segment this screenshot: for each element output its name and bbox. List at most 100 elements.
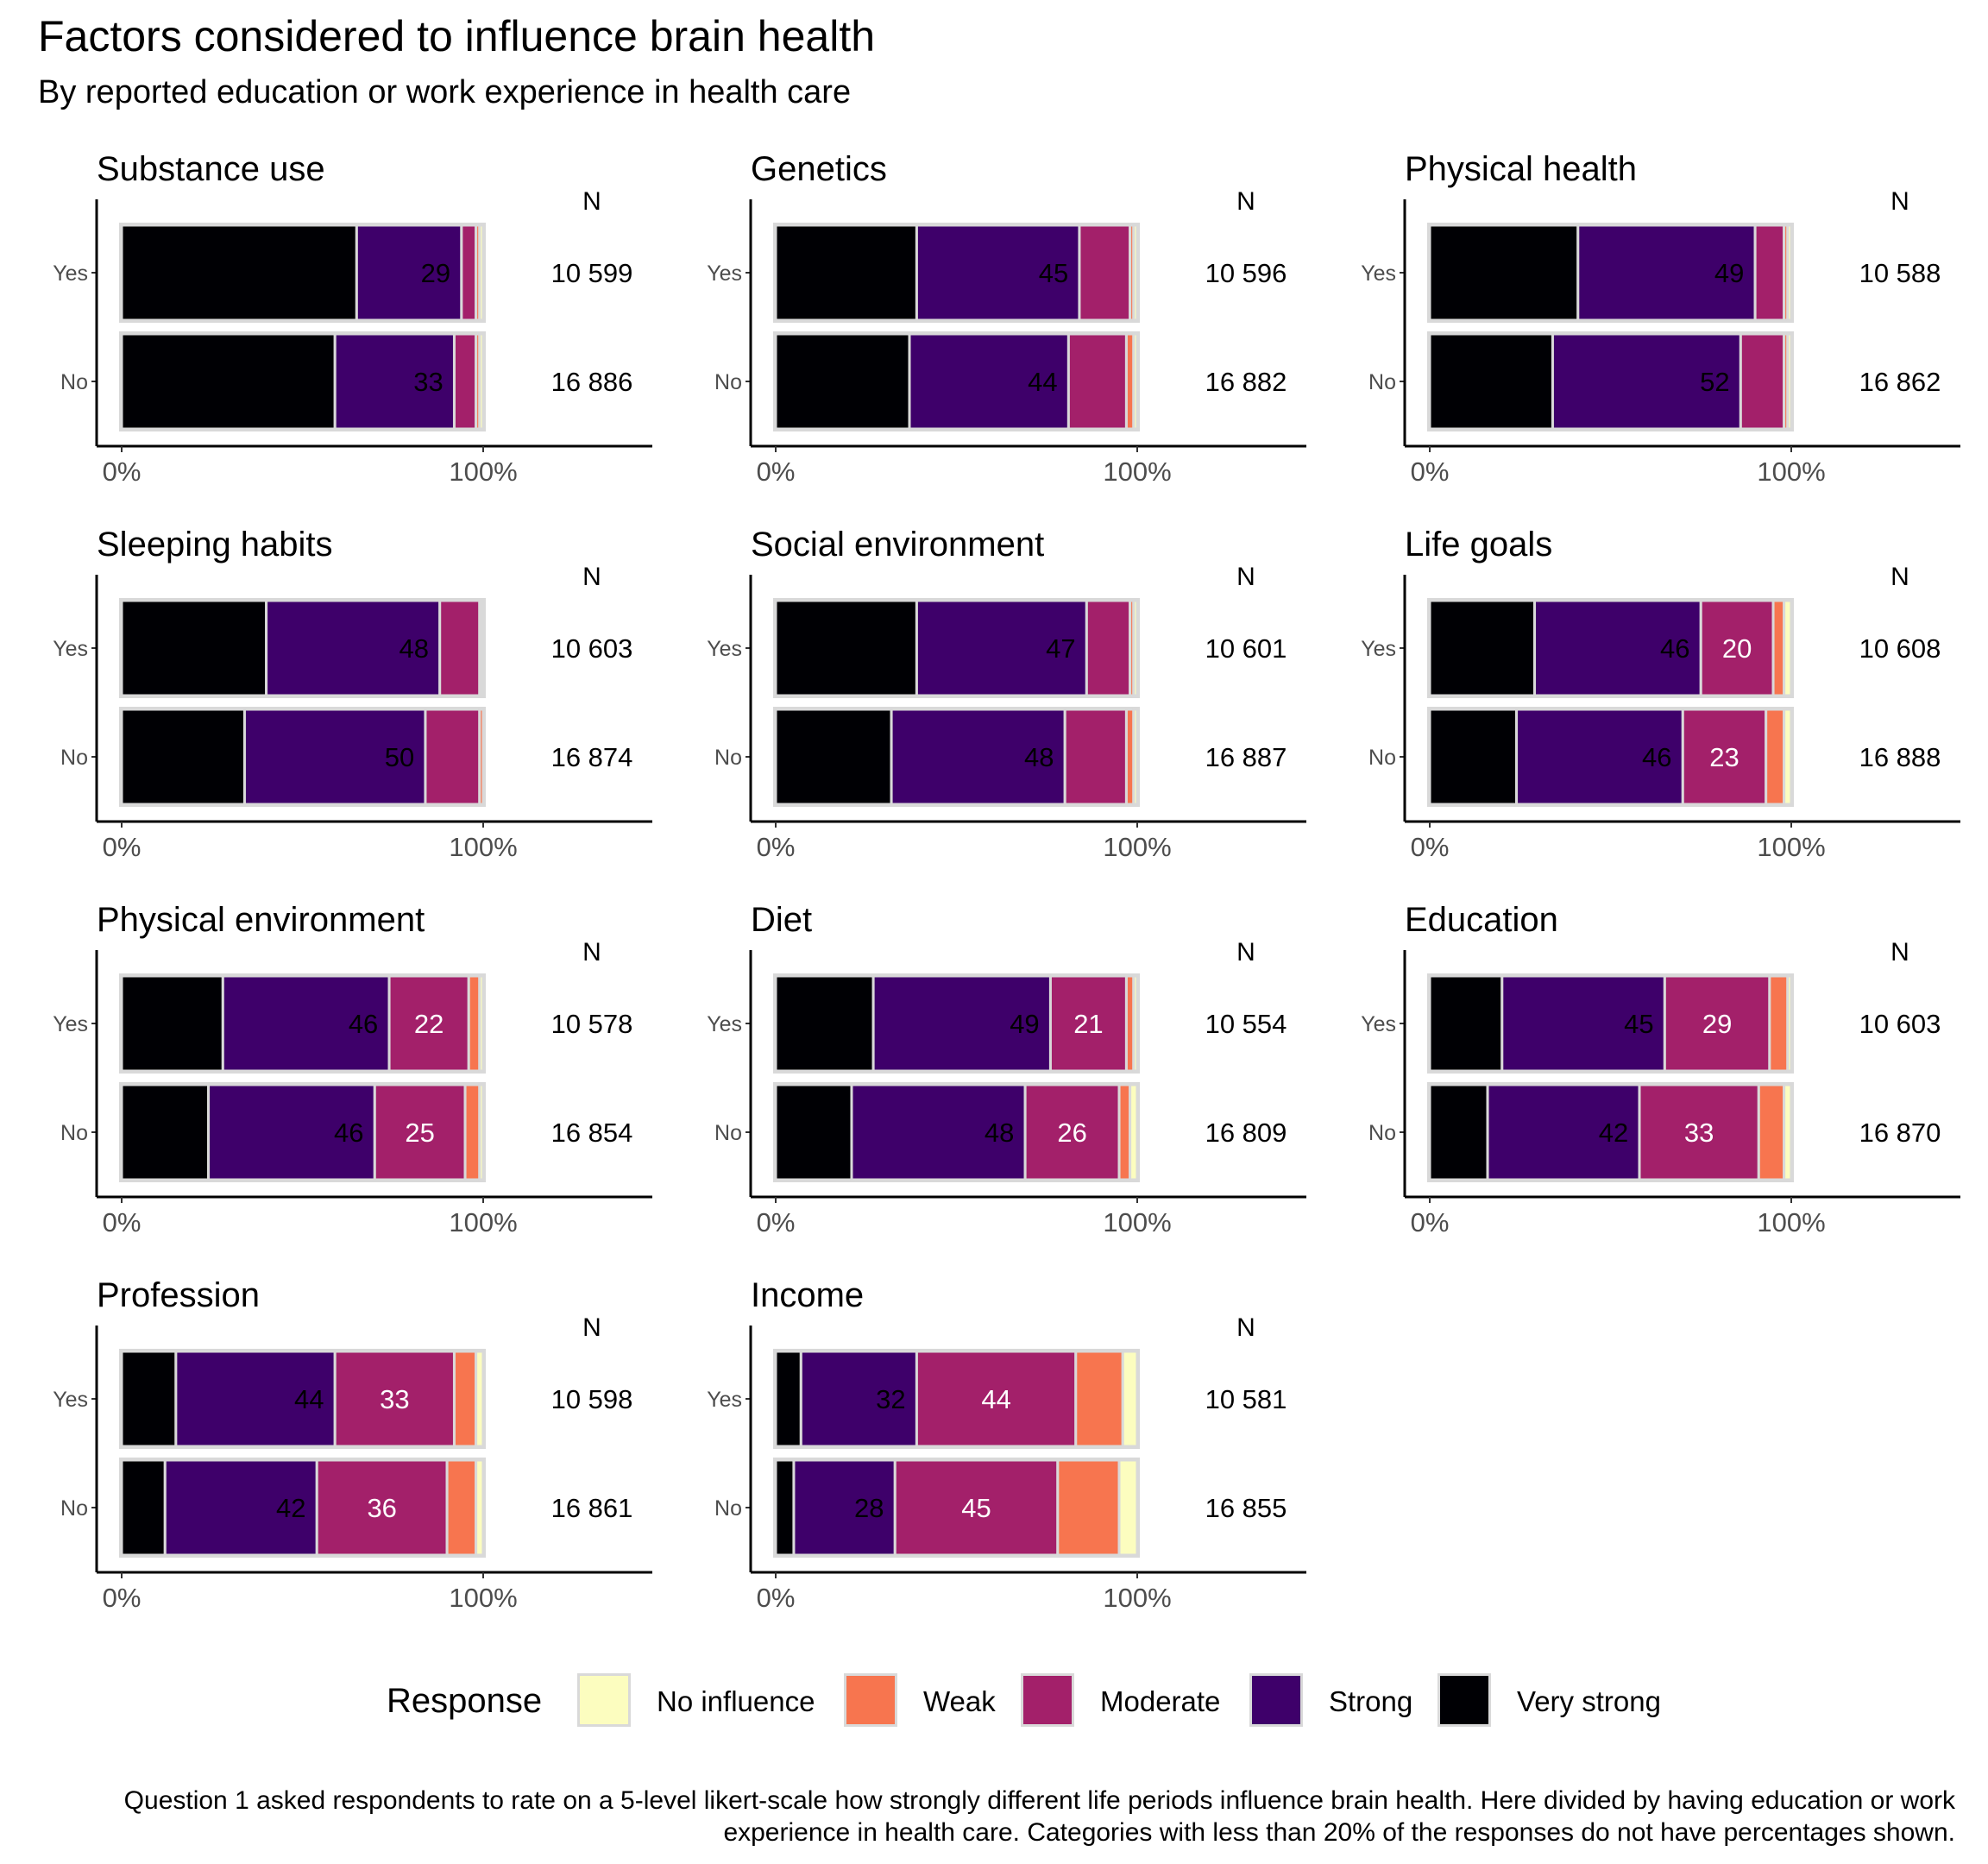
bar-segment-no-influence bbox=[478, 1083, 485, 1181]
facet-title: Sleeping habits bbox=[97, 526, 333, 564]
x-tick-label: 0% bbox=[103, 1207, 142, 1237]
n-value: 10 598 bbox=[551, 1384, 633, 1414]
bar-segment-very-strong bbox=[774, 224, 918, 322]
bar-segment-moderate bbox=[915, 1350, 1078, 1448]
bar-segment-strong bbox=[1551, 332, 1742, 431]
bar-label-moderate: 23 bbox=[1709, 742, 1739, 772]
bar-segment-no-influence bbox=[1132, 332, 1139, 431]
facet-education: Education N 45 29 Yes 10 603 42 33 No 16 870 0% 100… bbox=[1361, 901, 1960, 1237]
bar-segment-weak bbox=[1117, 1083, 1132, 1181]
bar-segment-strong bbox=[799, 1350, 918, 1448]
n-header: N bbox=[1236, 1313, 1255, 1342]
bar-segment-weak bbox=[467, 974, 481, 1073]
facet-sleeping-habits: Sleeping habits N 48 Yes 10 603 50 No 16 874 0% 1… bbox=[53, 526, 652, 862]
bar-segment-very-strong bbox=[120, 974, 224, 1073]
bar-segment-no-influence bbox=[1786, 332, 1793, 431]
facet-title: Income bbox=[751, 1276, 864, 1314]
y-tick-label: No bbox=[60, 1496, 88, 1521]
facet-title: Genetics bbox=[751, 150, 887, 188]
bar-segment-moderate bbox=[1681, 708, 1768, 806]
bar-segment-strong bbox=[1500, 974, 1666, 1073]
bar-segment-weak bbox=[1768, 974, 1790, 1073]
bar-segment-no-influence bbox=[478, 974, 485, 1073]
bar-segment-no-influence bbox=[478, 224, 485, 322]
n-header: N bbox=[1890, 563, 1909, 591]
bar-segment-very-strong bbox=[120, 599, 268, 697]
n-value: 10 596 bbox=[1205, 258, 1287, 288]
bar-segment-no-influence bbox=[1786, 224, 1793, 322]
bar-segment-strong bbox=[163, 1458, 318, 1557]
n-value: 16 861 bbox=[551, 1493, 633, 1523]
bar-segment-strong bbox=[207, 1083, 376, 1181]
bar-segment-no-influence bbox=[1132, 974, 1139, 1073]
legend-key-very-strong bbox=[1438, 1673, 1491, 1727]
n-value: 10 554 bbox=[1205, 1009, 1287, 1039]
legend-label-very-strong: Very strong bbox=[1517, 1685, 1661, 1717]
x-tick-label: 100% bbox=[449, 457, 517, 487]
bar-segment-no-influence bbox=[480, 599, 485, 697]
n-value: 10 599 bbox=[551, 258, 633, 288]
bar-segment-no-influence bbox=[1121, 1350, 1139, 1448]
n-header: N bbox=[1236, 563, 1255, 591]
n-value: 10 581 bbox=[1205, 1384, 1287, 1414]
bar-segment-moderate bbox=[424, 708, 481, 806]
x-tick-label: 100% bbox=[449, 1207, 517, 1237]
bar-label-strong: 48 bbox=[1024, 742, 1054, 772]
y-tick-label: Yes bbox=[53, 1388, 88, 1412]
x-tick-label: 100% bbox=[1103, 1207, 1171, 1237]
facet-title: Life goals bbox=[1405, 526, 1552, 564]
bar-segment-very-strong bbox=[1428, 974, 1504, 1073]
bar-label-moderate: 44 bbox=[981, 1384, 1010, 1414]
y-tick-label: Yes bbox=[1361, 637, 1396, 661]
legend-title: Response bbox=[387, 1682, 543, 1720]
bar-segment-strong bbox=[792, 1458, 896, 1557]
n-value: 16 862 bbox=[1859, 367, 1941, 397]
bar-segment-moderate bbox=[315, 1458, 449, 1557]
facet-genetics: Genetics N 45 Yes 10 596 44 No 16 882 0% 100% bbox=[707, 150, 1306, 487]
bar-segment-strong bbox=[890, 708, 1066, 806]
n-value: 10 608 bbox=[1859, 633, 1941, 664]
facet-life-goals: Life goals N 46 20 Yes 10 608 46 23 No 16 888 0% 10… bbox=[1361, 526, 1960, 862]
n-value: 10 603 bbox=[551, 633, 633, 664]
bar-segment-strong bbox=[242, 708, 427, 806]
y-tick-label: No bbox=[60, 1121, 88, 1145]
bar-segment-very-strong bbox=[120, 332, 337, 431]
bar-label-strong: 45 bbox=[1624, 1009, 1653, 1039]
y-tick-label: Yes bbox=[53, 1012, 88, 1036]
bar-segment-moderate bbox=[1063, 708, 1128, 806]
bar-label-strong: 46 bbox=[1660, 633, 1689, 664]
n-value: 16 874 bbox=[551, 742, 633, 772]
bar-label-strong: 33 bbox=[413, 367, 443, 397]
n-value: 16 888 bbox=[1859, 742, 1941, 772]
y-tick-label: Yes bbox=[53, 637, 88, 661]
bar-label-moderate: 26 bbox=[1057, 1118, 1086, 1148]
bar-label-strong: 52 bbox=[1700, 367, 1729, 397]
bar-segment-moderate bbox=[452, 332, 478, 431]
x-tick-label: 100% bbox=[1757, 457, 1825, 487]
bar-segment-strong bbox=[221, 974, 391, 1073]
n-value: 16 854 bbox=[551, 1118, 633, 1148]
facet-title: Social environment bbox=[751, 526, 1044, 564]
y-tick-label: No bbox=[1368, 1121, 1396, 1145]
bar-segment-no-influence bbox=[1132, 224, 1139, 322]
n-header: N bbox=[582, 938, 601, 967]
n-value: 10 578 bbox=[551, 1009, 633, 1039]
bar-segment-weak bbox=[1757, 1083, 1786, 1181]
n-header: N bbox=[1890, 938, 1909, 967]
x-tick-label: 0% bbox=[757, 1207, 796, 1237]
n-header: N bbox=[582, 563, 601, 591]
bar-segment-weak bbox=[1056, 1458, 1121, 1557]
y-tick-label: Yes bbox=[1361, 261, 1396, 286]
bar-segment-strong bbox=[355, 224, 463, 322]
bar-label-strong: 29 bbox=[421, 258, 450, 288]
bar-segment-weak bbox=[1765, 708, 1786, 806]
x-tick-label: 100% bbox=[1757, 832, 1825, 862]
bar-label-strong: 44 bbox=[294, 1384, 324, 1414]
bar-segment-weak bbox=[463, 1083, 481, 1181]
bar-segment-strong bbox=[915, 599, 1088, 697]
bar-label-strong: 28 bbox=[854, 1493, 884, 1523]
y-tick-label: No bbox=[1368, 370, 1396, 394]
bar-segment-no-influence bbox=[1783, 1083, 1793, 1181]
facet-physical-health: Physical health N 49 Yes 10 588 52 No 16 862 0% 1… bbox=[1361, 150, 1960, 487]
bar-segment-moderate bbox=[1663, 974, 1771, 1073]
